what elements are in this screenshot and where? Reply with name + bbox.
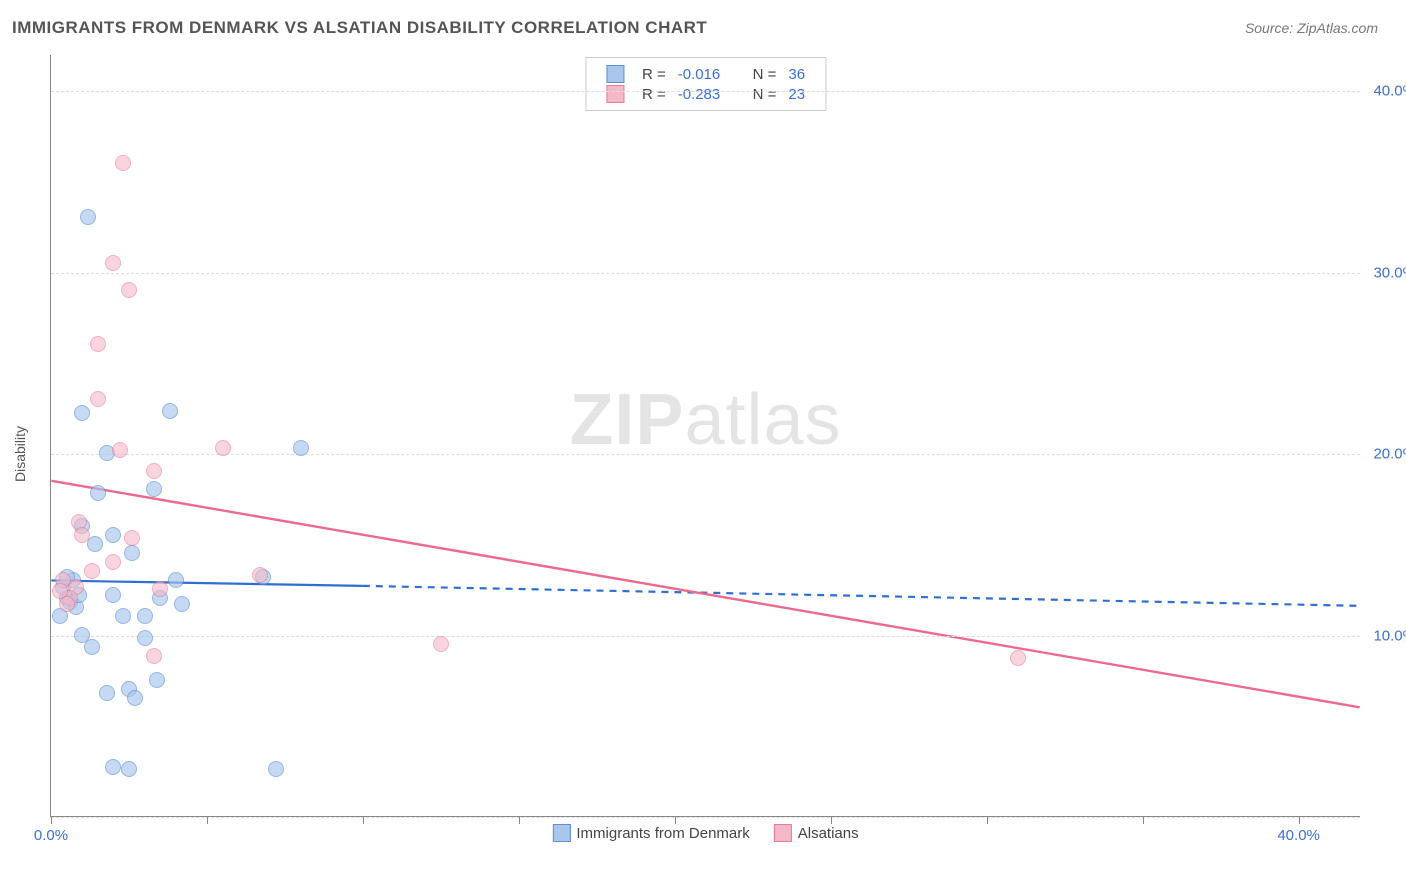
data-point-denmark: [90, 485, 106, 501]
data-point-alsatians: [105, 255, 121, 271]
data-point-denmark: [137, 608, 153, 624]
legend-r-label: R =: [636, 84, 672, 104]
data-point-denmark: [127, 690, 143, 706]
series-legend-item-alsatians: Alsatians: [774, 824, 859, 842]
legend-n-label: N =: [747, 84, 783, 104]
data-point-denmark: [105, 759, 121, 775]
x-tick: [363, 816, 364, 824]
regression-line-dashed-denmark: [363, 586, 1360, 606]
data-point-alsatians: [146, 463, 162, 479]
data-point-alsatians: [252, 567, 268, 583]
x-tick: [207, 816, 208, 824]
watermark: ZIPatlas: [569, 379, 841, 461]
x-tick: [831, 816, 832, 824]
watermark-rest: atlas: [684, 380, 841, 460]
legend-n-label: N =: [747, 64, 783, 84]
data-point-alsatians: [105, 554, 121, 570]
data-point-denmark: [105, 587, 121, 603]
regression-line-denmark: [51, 580, 362, 585]
x-tick-label: 0.0%: [34, 827, 68, 844]
data-point-alsatians: [90, 391, 106, 407]
data-point-alsatians: [84, 563, 100, 579]
watermark-bold: ZIP: [569, 380, 684, 460]
data-point-alsatians: [74, 527, 90, 543]
y-tick-label: 10.0%: [1373, 627, 1406, 644]
regression-lines: [51, 55, 1360, 816]
legend-r-value-denmark: -0.016: [672, 64, 727, 84]
series-swatch-alsatians: [774, 824, 792, 842]
legend-row-denmark: R =-0.016 N =36: [600, 64, 811, 84]
x-tick: [51, 816, 52, 824]
data-point-denmark: [293, 440, 309, 456]
data-point-denmark: [121, 761, 137, 777]
data-point-denmark: [84, 639, 100, 655]
y-tick-label: 20.0%: [1373, 446, 1406, 463]
plot-area: ZIPatlas R =-0.016 N =36R =-0.283 N =23 …: [50, 55, 1360, 817]
y-tick-label: 40.0%: [1373, 83, 1406, 100]
legend-n-value-denmark: 36: [782, 64, 811, 84]
data-point-alsatians: [115, 155, 131, 171]
data-point-alsatians: [124, 530, 140, 546]
data-point-denmark: [80, 209, 96, 225]
data-point-denmark: [74, 405, 90, 421]
correlation-legend: R =-0.016 N =36R =-0.283 N =23: [585, 57, 826, 111]
data-point-denmark: [162, 403, 178, 419]
gridline: [51, 636, 1360, 637]
x-tick: [1299, 816, 1300, 824]
legend-r-value-alsatians: -0.283: [672, 84, 727, 104]
data-point-denmark: [174, 596, 190, 612]
data-point-alsatians: [215, 440, 231, 456]
gridline: [51, 273, 1360, 274]
data-point-alsatians: [152, 581, 168, 597]
data-point-denmark: [124, 545, 140, 561]
legend-swatch-alsatians: [606, 85, 624, 103]
series-legend: Immigrants from Denmark Alsatians: [540, 824, 870, 846]
series-label-alsatians: Alsatians: [798, 825, 859, 842]
legend-r-label: R =: [636, 64, 672, 84]
data-point-alsatians: [112, 442, 128, 458]
data-point-denmark: [268, 761, 284, 777]
series-legend-item-denmark: Immigrants from Denmark: [552, 824, 749, 842]
legend-swatch-denmark: [606, 65, 624, 83]
data-point-alsatians: [1010, 650, 1026, 666]
chart-title: IMMIGRANTS FROM DENMARK VS ALSATIAN DISA…: [12, 18, 707, 38]
source-attribution: Source: ZipAtlas.com: [1245, 20, 1378, 36]
data-point-denmark: [137, 630, 153, 646]
data-point-denmark: [168, 572, 184, 588]
series-swatch-denmark: [552, 824, 570, 842]
x-tick: [987, 816, 988, 824]
x-tick: [1143, 816, 1144, 824]
gridline: [51, 91, 1360, 92]
regression-line-alsatians: [51, 481, 1359, 707]
gridline: [51, 454, 1360, 455]
y-tick-label: 30.0%: [1373, 264, 1406, 281]
data-point-denmark: [105, 527, 121, 543]
x-tick: [675, 816, 676, 824]
chart-container: { "title": "IMMIGRANTS FROM DENMARK VS A…: [0, 0, 1406, 892]
legend-n-value-alsatians: 23: [782, 84, 811, 104]
data-point-denmark: [149, 672, 165, 688]
gridline: [51, 817, 1360, 818]
data-point-denmark: [146, 481, 162, 497]
data-point-alsatians: [90, 336, 106, 352]
x-tick: [519, 816, 520, 824]
data-point-alsatians: [146, 648, 162, 664]
data-point-denmark: [99, 685, 115, 701]
y-axis-label: Disability: [12, 426, 28, 482]
legend-row-alsatians: R =-0.283 N =23: [600, 84, 811, 104]
x-tick-label: 40.0%: [1277, 827, 1320, 844]
correlation-table: R =-0.016 N =36R =-0.283 N =23: [600, 64, 811, 104]
data-point-alsatians: [52, 583, 68, 599]
data-point-alsatians: [433, 636, 449, 652]
series-label-denmark: Immigrants from Denmark: [576, 825, 749, 842]
data-point-denmark: [115, 608, 131, 624]
data-point-alsatians: [121, 282, 137, 298]
